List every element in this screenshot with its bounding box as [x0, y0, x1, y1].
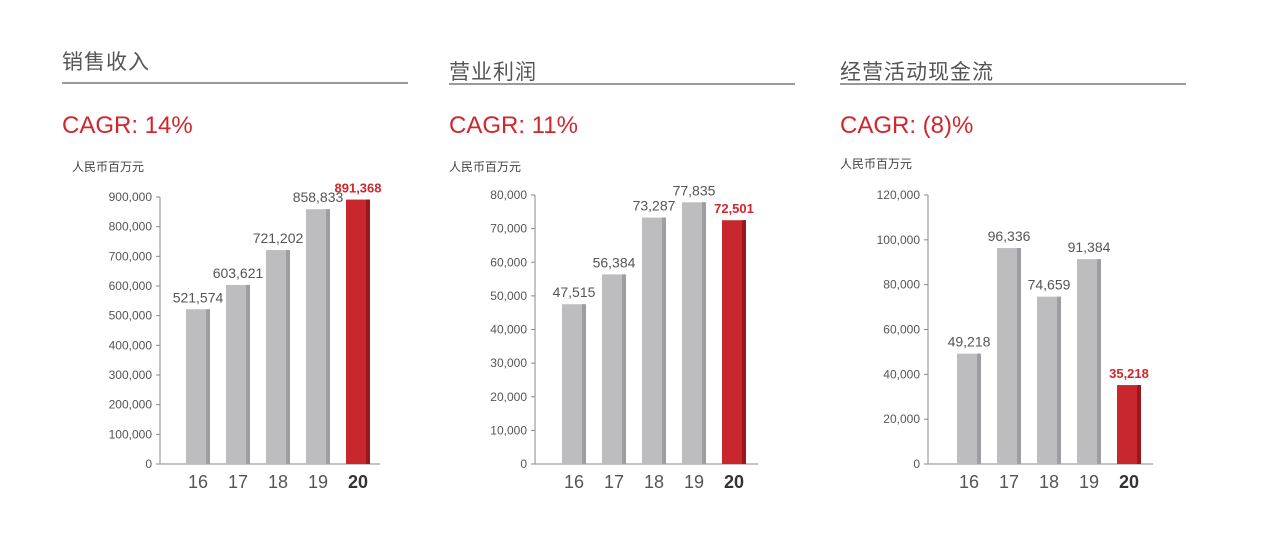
y-tick-label: 80,000: [490, 188, 527, 202]
title-divider: [840, 83, 1186, 85]
y-tick-label: 120,000: [877, 188, 921, 202]
y-tick-label: 900,000: [109, 190, 153, 204]
unit-label: 人民币百万元: [72, 160, 145, 174]
y-tick-label: 10,000: [490, 423, 527, 437]
title-divider: [62, 82, 408, 84]
data-label: 891,368: [335, 181, 382, 196]
data-label: 77,835: [673, 182, 716, 198]
title-divider: [449, 83, 795, 85]
y-tick-label: 300,000: [109, 368, 153, 382]
bar-chart-sales-revenue: 0 100,000 200,000 300,000 400,000 500,000 600,…: [109, 181, 382, 492]
y-tick-label: 100,000: [877, 233, 921, 247]
x-tick-label: 16: [959, 472, 979, 492]
panel-operating-cash-flow: 经营活动现金流 CAGR: (8)% 人民币百万元 0 20,000 40,000 6…: [840, 0, 1240, 556]
bar-shade: [742, 220, 746, 464]
bar-shade: [246, 284, 250, 464]
x-tick-label: 19: [684, 472, 704, 492]
y-tick-label: 700,000: [109, 249, 153, 263]
y-tick-label: 800,000: [109, 220, 153, 234]
data-label: 72,501: [714, 201, 754, 216]
y-tick-label: 0: [913, 457, 920, 471]
chart-title: 营业利润: [449, 61, 537, 84]
y-tick-label: 600,000: [109, 279, 153, 293]
bar-shade: [286, 250, 290, 464]
y-tick-label: 70,000: [490, 222, 527, 236]
cagr-label: CAGR: 14%: [62, 112, 193, 139]
y-tick-label: 80,000: [883, 278, 920, 292]
y-tick-label: 200,000: [109, 398, 153, 412]
bar-shade: [622, 274, 626, 464]
x-tick-label: 16: [564, 472, 584, 492]
y-tick-label: 0: [520, 457, 527, 471]
y-tick-label: 60,000: [490, 255, 527, 269]
y-tick-label: 50,000: [490, 289, 527, 303]
bar-shade: [366, 199, 370, 464]
data-label: 73,287: [633, 198, 676, 214]
unit-label: 人民币百万元: [449, 160, 522, 174]
y-tick-label: 20,000: [490, 390, 527, 404]
data-label: 47,515: [553, 284, 596, 300]
bar-shade: [1017, 248, 1021, 464]
x-tick-label: 20: [348, 472, 368, 492]
data-label: 91,384: [1068, 239, 1111, 255]
data-label: 74,659: [1028, 277, 1071, 293]
y-tick-label: 30,000: [490, 356, 527, 370]
x-tick-label: 20: [724, 472, 744, 492]
panel-operating-profit: 营业利润 CAGR: 11% 人民币百万元 0 10,000 20,000 30,00…: [449, 0, 849, 556]
y-tick-label: 400,000: [109, 338, 153, 352]
y-tick-label: 0: [145, 457, 152, 471]
data-label: 49,218: [948, 334, 991, 350]
cagr-label: CAGR: (8)%: [840, 112, 974, 139]
x-tick-label: 16: [188, 472, 208, 492]
bar-chart-operating-cash-flow: 0 20,000 40,000 60,000 80,000 100,000 120,000 4…: [877, 188, 1153, 492]
bar-shade: [1137, 385, 1141, 464]
data-label: 603,621: [213, 265, 264, 281]
y-tick-label: 40,000: [490, 323, 527, 337]
y-tick-label: 60,000: [883, 323, 920, 337]
x-tick-label: 19: [308, 472, 328, 492]
chart-title: 经营活动现金流: [840, 61, 994, 84]
data-label: 721,202: [253, 230, 304, 246]
bar-shade: [977, 353, 981, 464]
bar-shade: [582, 304, 586, 464]
data-label: 521,574: [173, 289, 224, 305]
bar-shade: [702, 202, 706, 464]
bar-shade: [662, 217, 666, 464]
panel-sales-revenue: 销售收入 CAGR: 14% 人民币百万元 0 100,000 200,000 300…: [62, 0, 462, 556]
x-tick-label: 18: [1039, 472, 1059, 492]
bar-shade: [1097, 259, 1101, 464]
data-label: 858,833: [293, 189, 344, 205]
x-tick-label: 18: [268, 472, 288, 492]
cagr-label: CAGR: 11%: [449, 112, 578, 139]
x-tick-label: 17: [999, 472, 1019, 492]
y-tick-label: 500,000: [109, 309, 153, 323]
bar-shade: [326, 209, 330, 464]
y-tick-label: 100,000: [109, 427, 153, 441]
y-tick-label: 20,000: [883, 412, 920, 426]
x-tick-label: 17: [604, 472, 624, 492]
data-label: 35,218: [1109, 366, 1149, 381]
x-tick-label: 20: [1119, 472, 1139, 492]
y-tick-label: 40,000: [883, 367, 920, 381]
bar-shade: [206, 309, 210, 464]
bar-shade: [1057, 296, 1061, 464]
chart-title: 销售收入: [62, 51, 150, 74]
unit-label: 人民币百万元: [840, 157, 913, 171]
x-tick-label: 18: [644, 472, 664, 492]
x-tick-label: 17: [228, 472, 248, 492]
data-label: 96,336: [988, 228, 1031, 244]
bar-chart-operating-profit: 0 10,000 20,000 30,000 40,000 50,000 60,000 70,…: [490, 182, 758, 492]
x-tick-label: 19: [1079, 472, 1099, 492]
data-label: 56,384: [593, 254, 636, 270]
